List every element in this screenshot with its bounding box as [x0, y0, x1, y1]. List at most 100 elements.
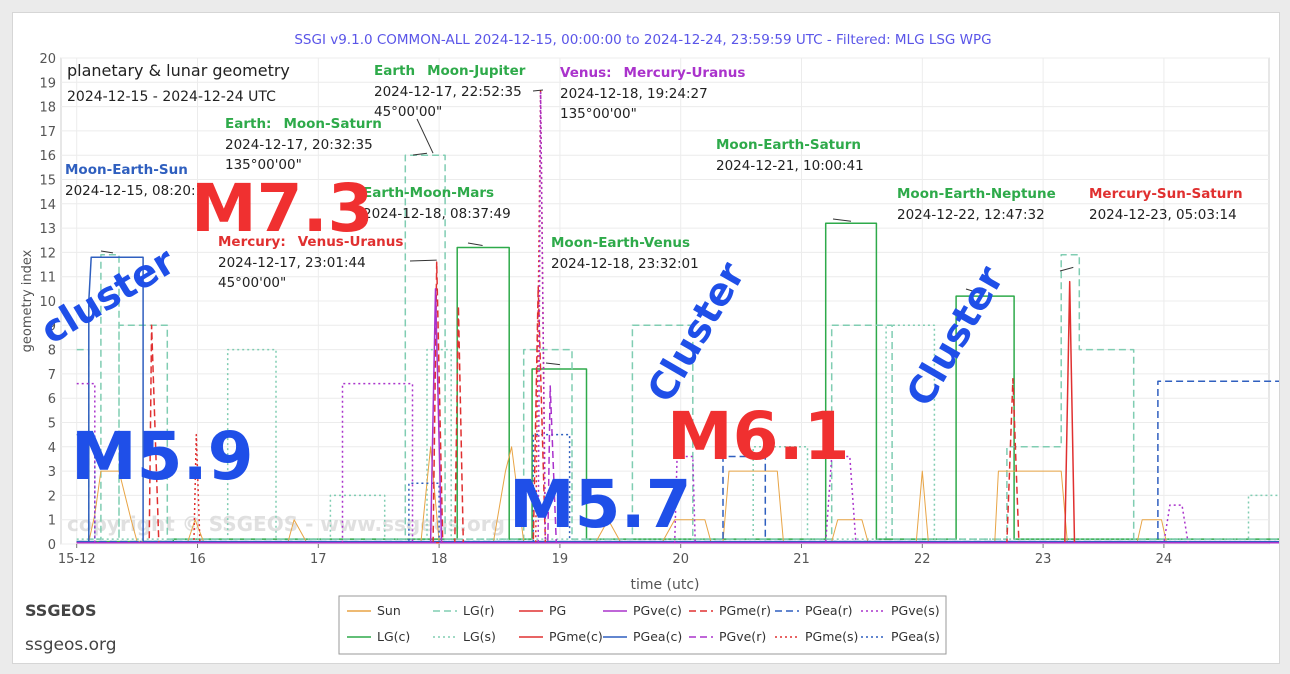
annotation: Mercury-Sun-Saturn 2024-12-23, 05:03:14 [1059, 186, 1243, 272]
annotation-title: Moon-Earth-Venus [551, 235, 690, 251]
y-tick-label: 8 [48, 344, 56, 359]
legend-item: Sun [347, 603, 401, 618]
legend-label: PGve(r) [719, 629, 766, 644]
series-pgea-s [76, 433, 1279, 543]
legend-item: PGea(r) [775, 603, 852, 618]
legend-item: PGea(c) [603, 629, 682, 644]
legend: Sun LG(r) PG PGve(c) PGme(r) PGea(r) PGve(s) LG… [338, 595, 947, 655]
annotation-angle: 45°00'00" [374, 104, 442, 120]
legend-label: PGme(c) [549, 629, 603, 644]
y-tick-label: 19 [39, 76, 56, 91]
y-tick-label: 15 [39, 174, 56, 189]
legend-item: PGme(c) [519, 629, 603, 644]
legend-item: LG(c) [347, 629, 410, 644]
annotation-layer: Earth Moon-Jupiter 2024-12-17, 22:52:35 45°… [65, 63, 1243, 366]
x-tick-label: 22 [914, 552, 931, 567]
annotation-title: Earth-Moon-Mars [363, 185, 494, 201]
legend-item: LG(s) [433, 629, 496, 644]
legend-label: LG(s) [463, 629, 496, 644]
series-pgve-s [76, 91, 1279, 544]
series-layer [76, 88, 1279, 544]
annotation-title: Earth Moon-Jupiter [374, 63, 526, 79]
annotation-leader [965, 288, 983, 295]
series-pgme-r [76, 261, 1279, 544]
legend-item: PGve(c) [603, 603, 682, 618]
annotation-date: 2024-12-18, 23:32:01 [551, 256, 699, 272]
y-tick-label: 7 [48, 368, 56, 383]
y-axis-label: geometry index [20, 249, 35, 352]
y-tick-label: 16 [39, 149, 56, 164]
annotation-date: 2024-12-23, 05:03:14 [1089, 207, 1237, 223]
x-tick-label: 15-12 [58, 552, 96, 567]
annotation-date: 2024-12-21, 10:00:41 [716, 158, 864, 174]
legend-item: PGea(s) [861, 629, 940, 644]
x-tick-label: 20 [672, 552, 689, 567]
legend-label: PGve(c) [633, 603, 682, 618]
y-tick-label: 20 [39, 52, 56, 67]
legend-label: PGea(s) [891, 629, 940, 644]
legend-label: PGme(r) [719, 603, 771, 618]
brand-site: ssgeos.org [25, 635, 117, 655]
x-axis-label: time (utc) [630, 577, 699, 593]
annotation-date: 2024-12-17, 22:52:35 [374, 84, 522, 100]
annotation-date: 2024-12-18, 08:37:49 [363, 206, 511, 222]
y-tick-label: 1 [48, 514, 56, 529]
geometry-chart: SSGI v9.1.0 COMMON-ALL 2024-12-15, 00:00… [20, 32, 1279, 655]
annotation-title: Moon-Earth-Sun [65, 162, 188, 178]
annotation-title: Earth: Moon-Saturn [225, 116, 382, 132]
legend-item: LG(r) [433, 603, 495, 618]
y-tick-label: 18 [39, 101, 56, 116]
legend-label: PGea(r) [805, 603, 852, 618]
annotation-leader [832, 218, 852, 222]
legend-items: Sun LG(r) PG PGve(c) PGme(r) PGea(r) PGve(s) LG… [347, 603, 940, 644]
magnitude-label-m61: M6.1 [667, 398, 850, 475]
y-tick-label: 3 [48, 465, 56, 480]
magnitude-label-m59: M5.9 [71, 418, 254, 495]
annotation-title: Venus: Mercury-Uranus [560, 65, 745, 81]
legend-item: PGme(s) [775, 629, 858, 644]
annotation: Venus: Mercury-Uranus 2024-12-18, 19:24:27… [532, 65, 745, 122]
annotation-leader [416, 118, 434, 154]
brand-name: SSGEOS [25, 601, 97, 620]
legend-label: Sun [377, 603, 401, 618]
x-tick-label: 19 [552, 552, 569, 567]
annotation-angle: 135°00'00" [560, 106, 637, 122]
annotation: Earth-Moon-Mars 2024-12-18, 08:37:49 [363, 185, 511, 247]
y-tick-label: 5 [48, 417, 56, 432]
x-tick-label: 18 [431, 552, 448, 567]
series-lg-s [76, 324, 1279, 540]
annotation: Moon-Earth-Sun 2024-12-15, 08:20:16 [65, 162, 213, 254]
x-tick-label: 16 [189, 552, 206, 567]
y-tick-label: 10 [39, 295, 56, 310]
annotation: Moon-Earth-Neptune 2024-12-22, 12:47:32 [897, 186, 1056, 295]
annotation-date: 2024-12-17, 23:01:44 [218, 255, 366, 271]
y-tick-label: 4 [48, 441, 56, 456]
legend-label: PGme(s) [805, 629, 858, 644]
annotation-title: Mercury: Venus-Uranus [218, 234, 403, 250]
legend-item: PGve(s) [861, 603, 940, 618]
y-tick-label: 13 [39, 222, 56, 237]
x-tick-label: 23 [1035, 552, 1052, 567]
legend-label: PGve(s) [891, 603, 940, 618]
annotation-leader [532, 89, 544, 92]
annotation: Earth Moon-Jupiter 2024-12-17, 22:52:35 45°… [374, 63, 526, 154]
chart-title: planetary & lunar geometry [67, 61, 290, 80]
annotation-leader [545, 362, 560, 366]
annotation-leader [467, 242, 483, 247]
y-tick-label: 6 [48, 392, 56, 407]
series-lg-c [76, 222, 1279, 543]
annotation-body: Venus: [560, 65, 612, 81]
annotation-date: 2024-12-15, 08:20:16 [65, 183, 213, 199]
x-tick-label: 21 [793, 552, 810, 567]
annotation: Moon-Earth-Saturn 2024-12-21, 10:00:41 [716, 137, 864, 222]
y-tick-label: 9 [48, 319, 56, 334]
annotation-date: 2024-12-18, 19:24:27 [560, 86, 708, 102]
annotation-name: Moon-Jupiter [427, 63, 526, 79]
annotation: Mercury: Venus-Uranus 2024-12-17, 23:01:44… [218, 234, 437, 291]
annotation-leader [412, 152, 428, 156]
annotation-name: Mercury-Uranus [624, 65, 746, 81]
y-tick-label: 11 [39, 271, 56, 286]
annotation-angle: 135°00'00" [225, 157, 302, 173]
annotation-title: Moon-Earth-Saturn [716, 137, 861, 153]
